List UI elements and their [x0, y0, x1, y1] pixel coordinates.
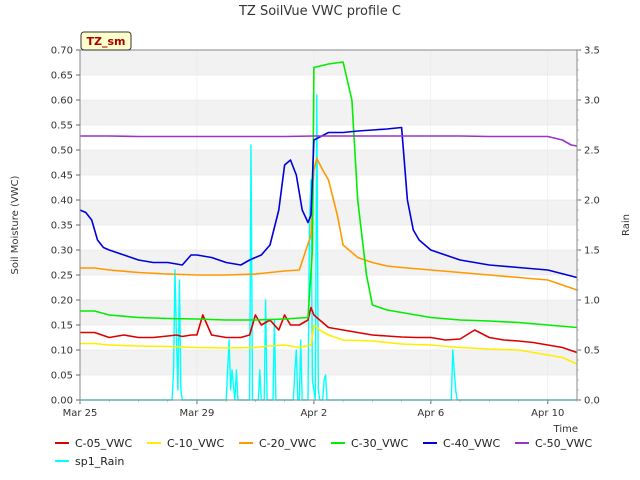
y2-tick-label: 0.5 [584, 346, 600, 357]
x-axis-label: Time [553, 424, 578, 435]
x-tick-label: Apr 10 [531, 408, 564, 419]
legend-label: C-20_VWC [259, 437, 317, 450]
legend-item-c-10-vwc: C-10_VWC [147, 437, 225, 450]
y2-axis-ticks: 0.0 0.5 1.0 1.5 2.0 2.5 3.0 3.5 [577, 46, 600, 407]
x-tick-label: Mar 25 [63, 408, 98, 419]
legend-label: C-05_VWC [75, 437, 133, 450]
y-tick-label: 0.30 [51, 246, 73, 257]
legend-item-c-30-vwc: C-30_VWC [331, 437, 409, 450]
plot-band [80, 75, 577, 100]
y-tick-label: 0.50 [51, 146, 73, 157]
series-line-c-05-vwc [80, 306, 578, 354]
y2-tick-label: 1.0 [584, 296, 600, 307]
x-axis-minor-ticks [79, 400, 578, 402]
series-lines [79, 61, 578, 401]
y-tick-label: 0.70 [51, 46, 73, 57]
badge-box [80, 31, 132, 51]
x-axis-ticks: Mar 25 Mar 29 Apr 2 Apr 6 Apr 10 [63, 400, 564, 419]
plot-band [80, 50, 577, 75]
plot-band [80, 150, 577, 175]
plot-band [80, 125, 577, 150]
x-tick-label: Apr 2 [300, 408, 327, 419]
series-line-c-50-vwc [80, 135, 578, 147]
badge-label: TZ_sm [87, 35, 126, 48]
y-tick-label: 0.65 [51, 71, 73, 82]
legend-label: C-30_VWC [351, 437, 409, 450]
y-tick-label: 0.55 [51, 121, 73, 132]
x-tick-label: Mar 29 [180, 408, 215, 419]
legend-label: sp1_Rain [75, 455, 124, 468]
y-tick-label: 0.40 [51, 196, 73, 207]
y-tick-label: 0.35 [51, 221, 73, 232]
y2-tick-label: 2.5 [584, 146, 600, 157]
legend-item-c-05-vwc: C-05_VWC [55, 437, 133, 450]
legend-item-c-40-vwc: C-40_VWC [423, 437, 501, 450]
chart-title: TZ SoilVue VWC profile C [238, 4, 401, 19]
y2-tick-label: 0.0 [584, 396, 600, 407]
y-tick-label: 0.10 [51, 346, 73, 357]
badge: TZ_sm [80, 31, 132, 51]
y-tick-label: 0.00 [51, 396, 73, 407]
y2-tick-label: 3.0 [584, 96, 600, 107]
plot-band [80, 100, 577, 125]
plot-band [80, 375, 577, 400]
plot-band [80, 225, 577, 250]
plot-band [80, 200, 577, 225]
plot-bands [80, 50, 577, 400]
y-tick-label: 0.05 [51, 371, 73, 382]
y2-tick-label: 2.0 [584, 196, 600, 207]
series-line-c-40-vwc [79, 126, 578, 279]
y-axis-ticks: 0.00 0.05 0.10 0.15 0.20 0.25 0.30 0.35 0.40 0.45… [51, 46, 80, 407]
y2-axis-label: Rain [621, 214, 632, 236]
y-tick-label: 0.20 [51, 296, 73, 307]
y-tick-label: 0.45 [51, 171, 73, 182]
legend-item-c-20-vwc: C-20_VWC [239, 437, 317, 450]
plot-band [80, 275, 577, 300]
y-axis-label: Soil Moisture (VWC) [10, 175, 21, 274]
y-tick-label: 0.25 [51, 271, 73, 282]
legend-label: C-40_VWC [443, 437, 501, 450]
y2-tick-label: 1.5 [584, 246, 600, 257]
plot-band [80, 350, 577, 375]
legend-label: C-50_VWC [535, 437, 593, 450]
legend-item-sp1-rain: sp1_Rain [55, 455, 124, 468]
y-tick-label: 0.60 [51, 96, 73, 107]
series-line-c-10-vwc [80, 324, 578, 365]
legend: C-05_VWC C-10_VWC C-20_VWC C-30_VWC C-40_VWC… [55, 437, 593, 468]
legend-label: C-10_VWC [167, 437, 225, 450]
x-tick-label: Apr 6 [417, 408, 444, 419]
legend-item-c-50-vwc: C-50_VWC [515, 437, 593, 450]
series-line-c-20-vwc [80, 157, 578, 291]
y-tick-label: 0.15 [51, 321, 73, 332]
series-line-c-30-vwc [80, 61, 578, 329]
y2-tick-label: 3.5 [584, 46, 600, 57]
